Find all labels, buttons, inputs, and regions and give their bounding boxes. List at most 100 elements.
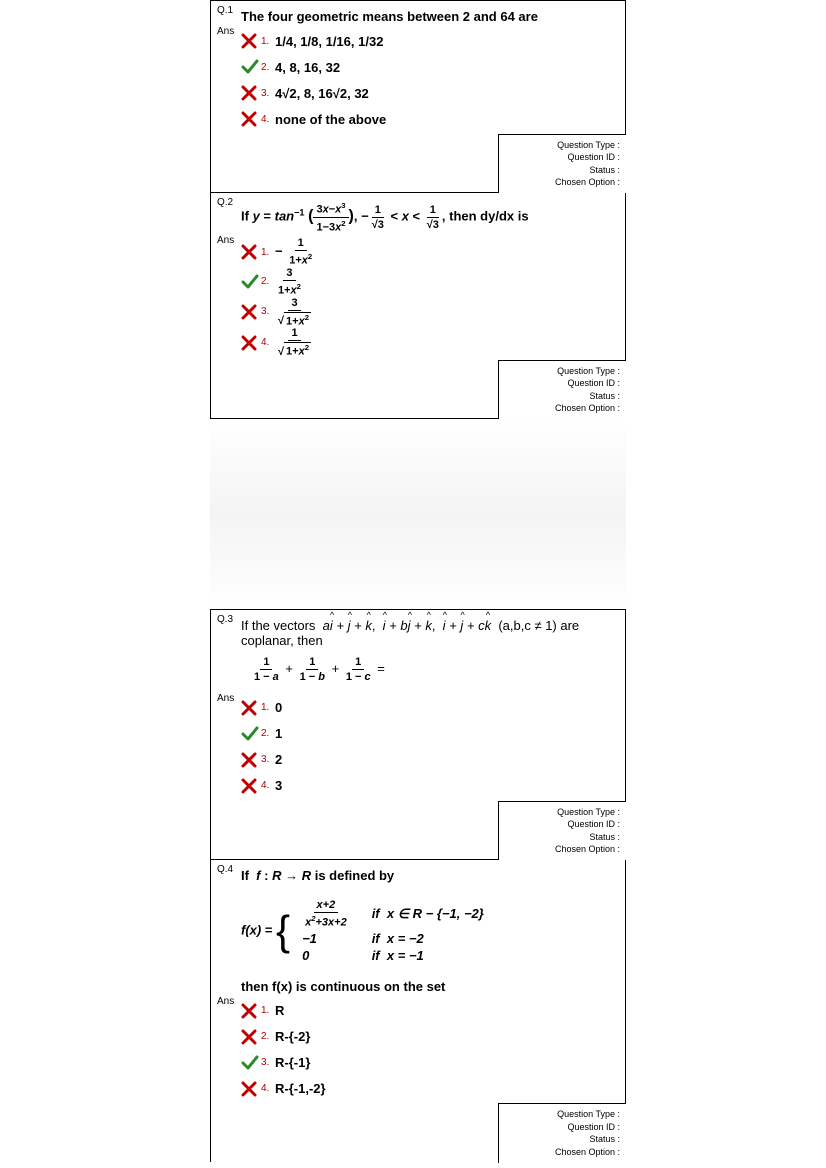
options-container: 1.02.13.24.3 xyxy=(211,695,625,807)
meta-chosen: Chosen Option : xyxy=(505,1146,620,1159)
option-text: 4, 8, 16, 32 xyxy=(275,60,340,75)
option-row: 1.1/4, 1/8, 1/16, 1/32 xyxy=(241,28,615,54)
option-row: 4.none of the above xyxy=(241,106,615,132)
question-meta: Question Type :Question ID :Status :Chos… xyxy=(498,801,626,860)
question-number: Q.3 xyxy=(217,614,233,625)
cross-icon xyxy=(241,244,261,260)
question-box: Q.2If y = tan−1 (3x−x31−3x2), −1√3 < x <… xyxy=(210,193,626,419)
question-box: Q.3If the vectors ai + j + k, i + bj + k… xyxy=(210,609,626,860)
cross-icon xyxy=(241,85,261,101)
question-number: Q.1 xyxy=(217,5,233,16)
meta-status: Status : xyxy=(505,390,620,403)
option-text: 11+x2 xyxy=(275,327,314,358)
question-text: If y = tan−1 (3x−x31−3x2), −1√3 < x < 1√… xyxy=(211,193,625,237)
option-row: 3.4√2, 8, 16√2, 32 xyxy=(241,80,615,106)
meta-chosen: Chosen Option : xyxy=(505,402,620,415)
option-text: 3 xyxy=(275,778,282,793)
answer-label: Ans xyxy=(217,996,234,1007)
meta-chosen: Chosen Option : xyxy=(505,176,620,189)
meta-id: Question ID : xyxy=(505,818,620,831)
option-text: 31+x2 xyxy=(275,267,304,297)
meta-id: Question ID : xyxy=(505,151,620,164)
option-number: 3. xyxy=(261,306,275,317)
option-number: 3. xyxy=(261,1057,275,1068)
meta-status: Status : xyxy=(505,1133,620,1146)
option-text: 31+x2 xyxy=(275,297,314,328)
meta-type: Question Type : xyxy=(505,1108,620,1121)
option-row: 3.2 xyxy=(241,747,615,773)
option-number: 2. xyxy=(261,276,275,287)
option-row: 2.31+x2 xyxy=(241,267,615,297)
options-container: 1.1/4, 1/8, 1/16, 1/322.4, 8, 16, 323.4√… xyxy=(211,28,625,140)
option-text: none of the above xyxy=(275,112,386,127)
answer-label: Ans xyxy=(217,693,234,704)
option-text: 2 xyxy=(275,752,282,767)
cross-icon xyxy=(241,778,261,794)
option-text: R-{-1} xyxy=(275,1055,310,1070)
question-number: Q.4 xyxy=(217,864,233,875)
tick-icon xyxy=(241,273,261,291)
option-row: 2.1 xyxy=(241,721,615,747)
option-text: R-{-1,-2} xyxy=(275,1081,326,1096)
question-box: Q.1The four geometric means between 2 an… xyxy=(210,0,626,193)
page-gap xyxy=(210,419,626,609)
cross-icon xyxy=(241,33,261,49)
cross-icon xyxy=(241,111,261,127)
question-text: The four geometric means between 2 and 6… xyxy=(211,1,625,28)
answer-label: Ans xyxy=(217,26,234,37)
question-box: Q.4If f : R → R is defined byf(x) = {x+2… xyxy=(210,860,626,1162)
meta-type: Question Type : xyxy=(505,806,620,819)
option-text: R-{-2} xyxy=(275,1029,310,1044)
option-row: 4.3 xyxy=(241,773,615,799)
option-text: 1/4, 1/8, 1/16, 1/32 xyxy=(275,34,383,49)
cross-icon xyxy=(241,1003,261,1019)
option-row: 1.0 xyxy=(241,695,615,721)
option-number: 1. xyxy=(261,1005,275,1016)
meta-type: Question Type : xyxy=(505,139,620,152)
option-number: 4. xyxy=(261,1083,275,1094)
options-container: 1.− 11+x22.31+x23.31+x24.11+x2 xyxy=(211,237,625,366)
cross-icon xyxy=(241,335,261,351)
option-row: 4.R-{-1,-2} xyxy=(241,1076,615,1102)
meta-status: Status : xyxy=(505,831,620,844)
option-row: 2.4, 8, 16, 32 xyxy=(241,54,615,80)
tick-icon xyxy=(241,725,261,743)
option-number: 4. xyxy=(261,114,275,125)
option-number: 2. xyxy=(261,62,275,73)
meta-status: Status : xyxy=(505,164,620,177)
cross-icon xyxy=(241,1081,261,1097)
option-text: 0 xyxy=(275,700,282,715)
option-row: 4.11+x2 xyxy=(241,327,615,358)
option-text: − 11+x2 xyxy=(275,237,315,267)
option-number: 3. xyxy=(261,754,275,765)
option-row: 1.R xyxy=(241,998,615,1024)
question-text: If the vectors ai + j + k, i + bj + k, i… xyxy=(211,610,625,695)
option-number: 1. xyxy=(261,36,275,47)
option-text: 4√2, 8, 16√2, 32 xyxy=(275,86,369,101)
cross-icon xyxy=(241,752,261,768)
options-container: 1.R2.R-{-2}3.R-{-1}4.R-{-1,-2} xyxy=(211,998,625,1110)
question-meta: Question Type :Question ID :Status :Chos… xyxy=(498,1103,626,1162)
question-meta: Question Type :Question ID :Status :Chos… xyxy=(498,360,626,419)
option-row: 3.R-{-1} xyxy=(241,1050,615,1076)
option-row: 1.− 11+x2 xyxy=(241,237,615,267)
answer-label: Ans xyxy=(217,235,234,246)
option-number: 1. xyxy=(261,702,275,713)
option-number: 2. xyxy=(261,728,275,739)
option-text: R xyxy=(275,1003,284,1018)
meta-id: Question ID : xyxy=(505,377,620,390)
option-number: 4. xyxy=(261,337,275,348)
meta-id: Question ID : xyxy=(505,1121,620,1134)
cross-icon xyxy=(241,700,261,716)
cross-icon xyxy=(241,1029,261,1045)
tick-icon xyxy=(241,58,261,76)
meta-chosen: Chosen Option : xyxy=(505,843,620,856)
option-row: 2.R-{-2} xyxy=(241,1024,615,1050)
option-number: 1. xyxy=(261,247,275,258)
option-number: 2. xyxy=(261,1031,275,1042)
question-number: Q.2 xyxy=(217,197,233,208)
cross-icon xyxy=(241,304,261,320)
option-text: 1 xyxy=(275,726,282,741)
question-meta: Question Type :Question ID :Status :Chos… xyxy=(498,134,626,193)
question-text: If f : R → R is defined byf(x) = {x+2x2+… xyxy=(211,860,625,998)
